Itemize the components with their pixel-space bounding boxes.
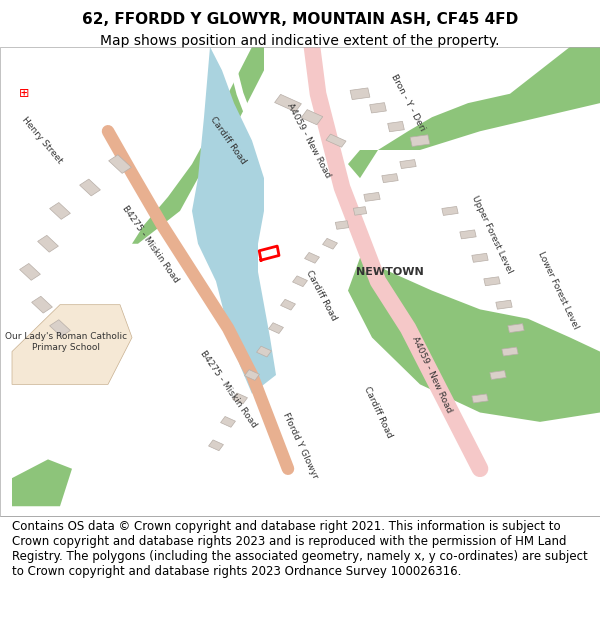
Bar [370, 102, 386, 113]
Bar [472, 253, 488, 262]
Bar [490, 371, 506, 379]
Bar [400, 159, 416, 169]
Text: NEWTOWN: NEWTOWN [356, 267, 424, 277]
Text: Cardiff Road: Cardiff Road [362, 386, 394, 439]
Bar [326, 134, 346, 147]
Text: B4275 - Miskin Road: B4275 - Miskin Road [198, 349, 258, 429]
Text: A4059 - New Road: A4059 - New Road [410, 336, 454, 414]
Bar [305, 253, 319, 263]
Polygon shape [12, 304, 132, 384]
Bar [275, 94, 301, 112]
Text: Cardiff Road: Cardiff Road [208, 115, 248, 166]
Bar [364, 192, 380, 201]
Bar [233, 393, 247, 404]
Bar [472, 394, 488, 403]
Bar [502, 347, 518, 356]
Polygon shape [348, 258, 600, 422]
Bar [353, 207, 367, 215]
Bar [80, 179, 100, 196]
Bar [50, 320, 70, 336]
Bar [410, 135, 430, 146]
Text: Lower Forest Level: Lower Forest Level [536, 251, 580, 331]
Bar [209, 440, 223, 451]
Text: Cardiff Road: Cardiff Road [304, 269, 338, 322]
Text: B4275 - Miskin Road: B4275 - Miskin Road [120, 204, 180, 284]
Text: Our Lady's Roman Catholic
Primary School: Our Lady's Roman Catholic Primary School [5, 332, 127, 352]
Bar [350, 88, 370, 99]
Text: Bron - Y - Deri: Bron - Y - Deri [389, 73, 427, 133]
Bar [20, 264, 40, 280]
Polygon shape [192, 47, 276, 394]
Polygon shape [12, 459, 72, 506]
Bar [484, 277, 500, 286]
Bar [109, 155, 131, 173]
Bar [460, 230, 476, 239]
Bar [50, 202, 70, 219]
Bar [257, 346, 271, 357]
Polygon shape [348, 47, 600, 178]
Bar [281, 299, 295, 310]
Text: Henry Street: Henry Street [20, 116, 64, 166]
Bar [508, 324, 524, 332]
Bar [301, 109, 323, 125]
Bar [221, 416, 235, 428]
Polygon shape [132, 47, 264, 244]
Text: ⊞: ⊞ [19, 88, 29, 100]
Text: 62, FFORDD Y GLOWYR, MOUNTAIN ASH, CF45 4FD: 62, FFORDD Y GLOWYR, MOUNTAIN ASH, CF45 … [82, 12, 518, 27]
Bar [323, 238, 337, 249]
Bar [32, 296, 52, 313]
Text: Contains OS data © Crown copyright and database right 2021. This information is : Contains OS data © Crown copyright and d… [12, 520, 588, 578]
Text: A4059 - New Road: A4059 - New Road [286, 102, 332, 179]
Bar [496, 300, 512, 309]
Bar [382, 174, 398, 182]
Bar [245, 369, 259, 381]
Bar [38, 236, 58, 252]
Bar [293, 276, 307, 287]
Bar [388, 121, 404, 132]
Text: Ffordd Y Glowyr: Ffordd Y Glowyr [281, 411, 319, 480]
Bar [335, 221, 349, 229]
Bar [442, 206, 458, 216]
Text: Upper Forest Level: Upper Forest Level [470, 194, 514, 275]
Bar [269, 322, 283, 334]
Text: Map shows position and indicative extent of the property.: Map shows position and indicative extent… [100, 34, 500, 48]
